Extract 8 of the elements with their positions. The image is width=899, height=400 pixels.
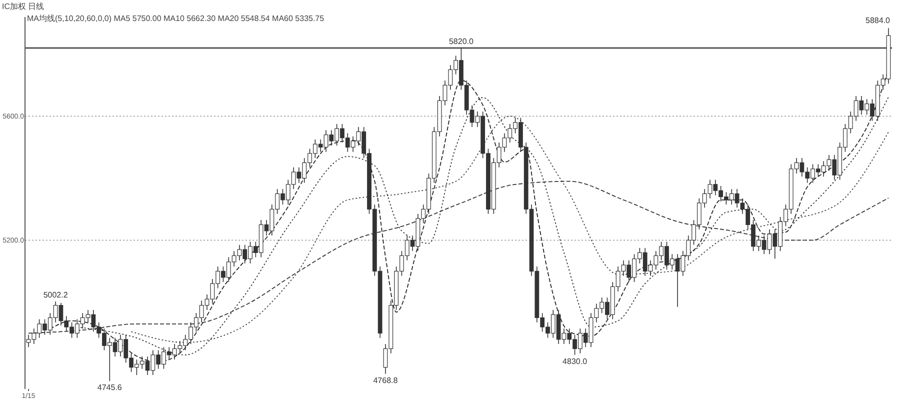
annotation: 5820.0 — [448, 37, 474, 46]
chart-title: IC加权 日线 — [2, 2, 44, 11]
annotation: 5884.0 — [866, 16, 891, 25]
annotation: 5002.2 — [43, 290, 68, 300]
annotation: 4745.6 — [97, 383, 122, 392]
annotation: 4768.8 — [373, 376, 398, 385]
annotation: 4830.0 — [562, 356, 588, 366]
chart-subtitle: MA均线(5,10,20,60,0,0) MA5 5750.00 MA10 5662.30 MA20 5548.54 MA60 5335.75 — [27, 14, 325, 23]
